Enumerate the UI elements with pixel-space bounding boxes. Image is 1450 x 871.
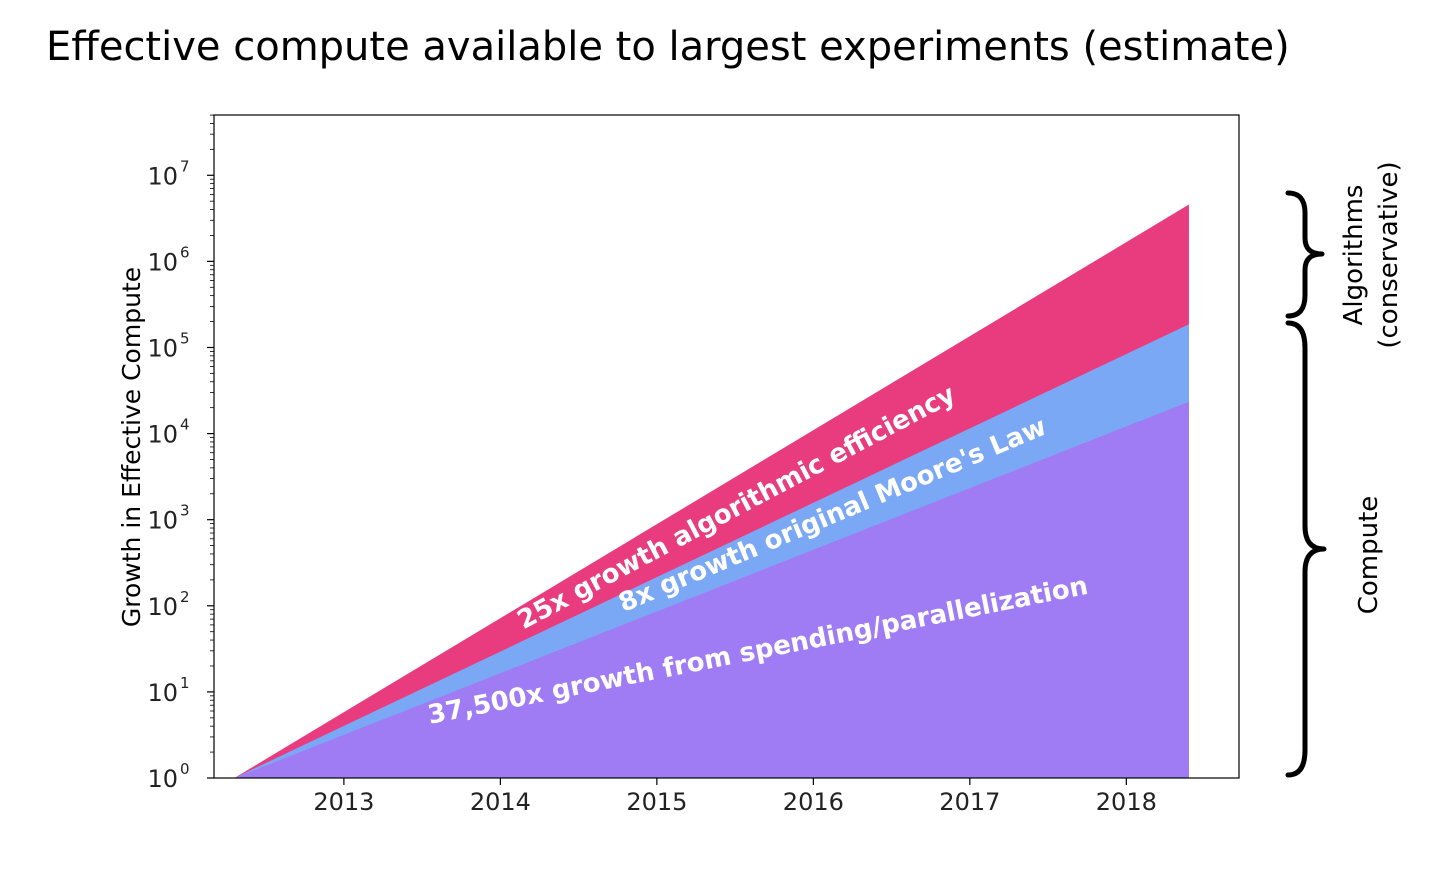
y-tick-exponent: 1 xyxy=(180,674,190,692)
y-axis-label: Growth in Effective Compute xyxy=(117,267,146,627)
y-tick-exponent: 0 xyxy=(180,760,190,778)
plot-frame xyxy=(213,114,1240,779)
area-series-group xyxy=(234,204,1189,779)
y-tick-exponent: 2 xyxy=(180,588,190,606)
brace-label-algorithms: Algorithms xyxy=(1339,185,1369,326)
y-tick-exponent: 3 xyxy=(180,502,190,520)
y-tick-label: 10 xyxy=(147,507,178,535)
y-tick-label: 10 xyxy=(147,679,178,707)
y-tick-label: 10 xyxy=(147,421,178,449)
brace-compute xyxy=(1285,320,1327,778)
y-tick-exponent: 5 xyxy=(180,329,190,347)
x-tick-label: 2017 xyxy=(939,788,1000,816)
x-axis: 2013 2014 2015 2016 2017 2018 xyxy=(313,778,1157,816)
x-tick-label: 2016 xyxy=(783,788,844,816)
x-tick-label: 2013 xyxy=(313,788,374,816)
x-tick-label: 2014 xyxy=(470,788,531,816)
y-tick-label: 10 xyxy=(147,765,178,793)
y-tick-label: 10 xyxy=(147,334,178,362)
x-tick-label: 2018 xyxy=(1096,788,1157,816)
x-tick-label: 2015 xyxy=(626,788,687,816)
y-tick-exponent: 6 xyxy=(180,243,190,261)
y-tick-exponent: 4 xyxy=(180,416,190,434)
y-tick-exponent: 7 xyxy=(180,157,190,175)
y-tick-label: 10 xyxy=(147,162,178,190)
chart-title: Effective compute available to largest e… xyxy=(46,24,1290,70)
brace-label-algorithms-conservative: (conservative) xyxy=(1374,161,1404,348)
y-tick-label: 10 xyxy=(147,593,178,621)
brace-label-compute: Compute xyxy=(1354,496,1384,615)
y-tick-label: 10 xyxy=(147,248,178,276)
brace-algorithms xyxy=(1285,190,1325,319)
area-series-0 xyxy=(234,401,1189,778)
